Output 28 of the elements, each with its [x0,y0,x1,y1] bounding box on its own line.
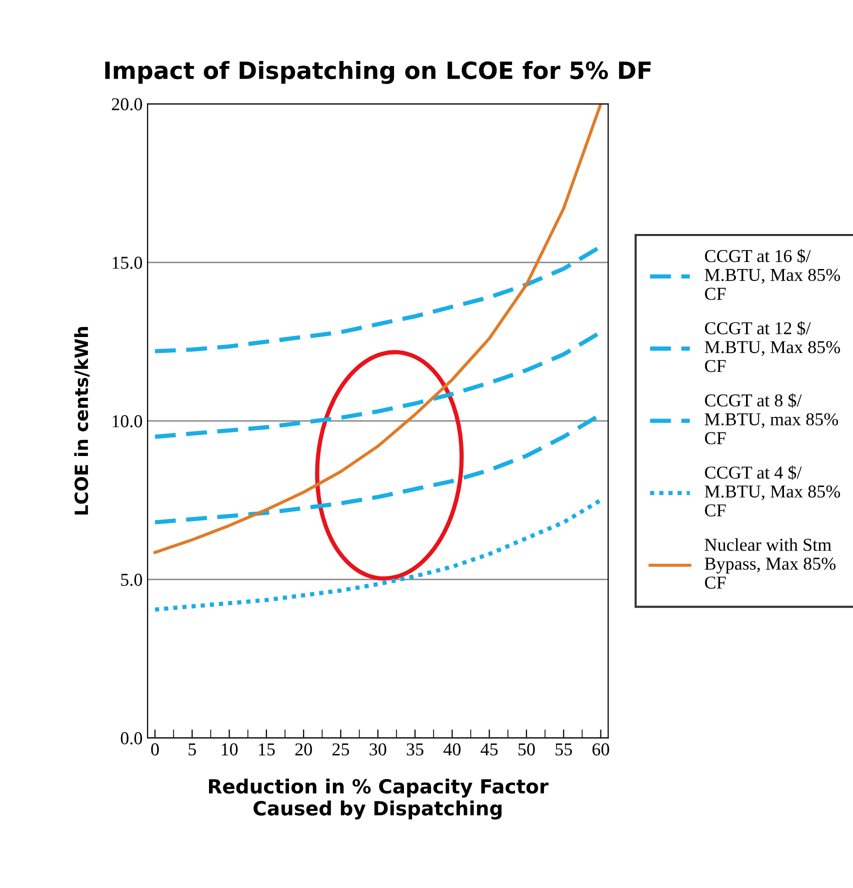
x-tick-label: 40 [443,743,461,756]
x-tick-label: 15 [259,743,275,756]
y-tick-label: 10.0 [112,415,142,428]
x-tick-label: 5 [188,743,196,756]
y-tick-label: 0.0 [120,732,142,744]
line-series [153,104,602,554]
x-tick-label: 10 [222,743,238,756]
x-tick-label: 25 [332,743,350,756]
x-tick-label: 30 [370,743,386,756]
chart-title: Impact of Dispatching on LCOE for 5% DF [105,60,651,84]
y-tick-label: 20.0 [112,98,142,110]
x-tick-label: 55 [556,743,572,756]
x-axis-title: Reduction in % Capacity Factor Caused by Dispatching [209,778,548,820]
x-tick-label: 0 [151,743,159,756]
legend-label: CCGT at 8 $/ M.BTU, max 85% CF [704,393,838,444]
x-tick-label: 45 [480,743,498,756]
y-tick-label: 15.0 [112,256,142,269]
x-tick-label: 35 [406,743,424,756]
line-series [152,498,603,612]
x-tick-label: 50 [518,743,535,756]
x-tick-label: 60 [592,743,610,756]
x-tick-label: 20 [295,743,312,756]
legend-label: Nuclear with Stm Bypass, Max 85% CF [704,538,836,589]
legend-label: CCGT at 16 $/ M.BTU, Max 85% CF [704,248,840,300]
legend-label: CCGT at 12 $/ M.BTU, Max 85% CF [704,321,840,372]
y-tick-label: 5.0 [121,574,142,586]
legend-label: CCGT at 4 $/ M.BTU, Max 85% CF [704,465,840,516]
y-axis-title: LCOE in cents/kWh [74,327,90,515]
